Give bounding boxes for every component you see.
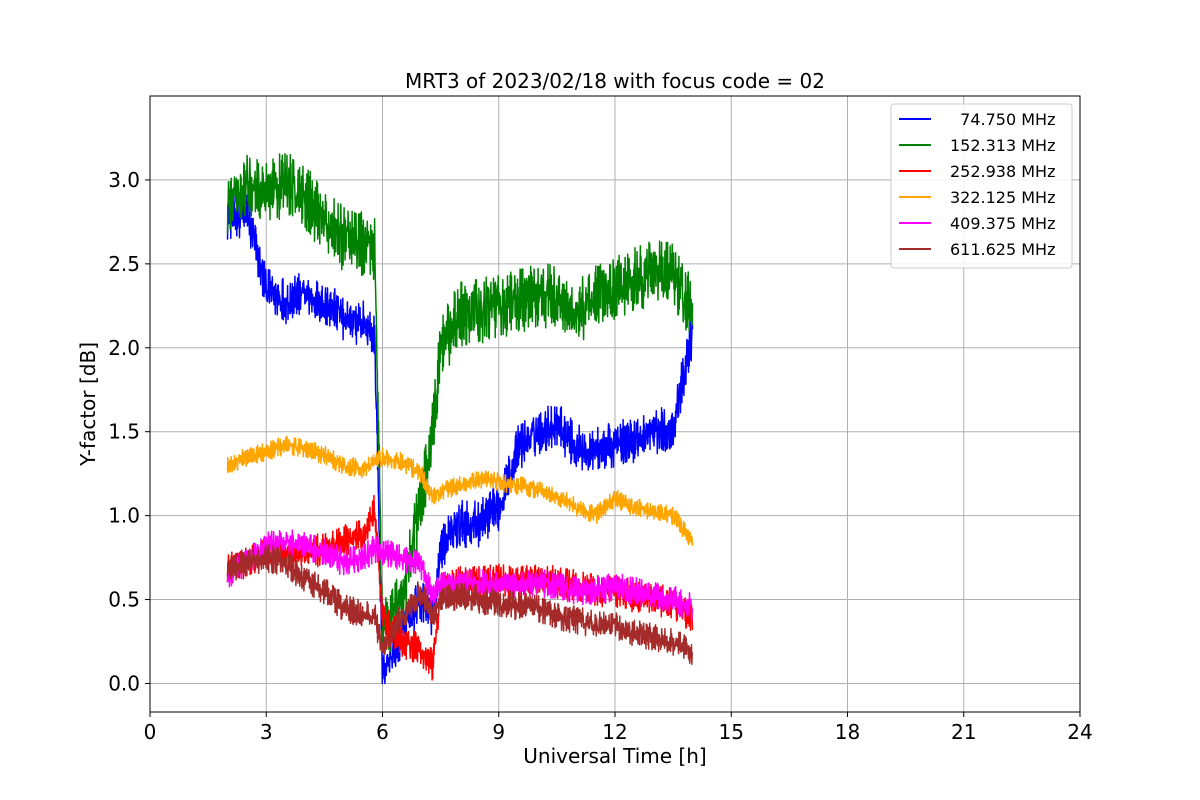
x-tick-label: 6: [376, 720, 389, 744]
y-tick-label: 1.0: [108, 504, 140, 528]
legend-box: [890, 103, 1073, 269]
series-layer: [226, 153, 694, 685]
legend-label: 152.313 MHz: [950, 136, 1055, 155]
legend-label: 409.375 MHz: [950, 214, 1055, 233]
y-tick-label: 2.0: [108, 336, 140, 360]
legend: 74.750 MHz 152.313 MHz 252.938 MHz 322.125 …: [890, 103, 1073, 269]
y-tick-label: 1.5: [108, 420, 140, 444]
chart-title: MRT3 of 2023/02/18 with focus code = 02: [405, 69, 825, 93]
series-line: [226, 435, 694, 547]
y-axis-label: Y-factor [dB]: [76, 342, 100, 467]
y-tick-label: 2.5: [108, 252, 140, 276]
x-tick-label: 18: [835, 720, 860, 744]
y-tick-label: 0.5: [108, 588, 140, 612]
x-tick-label: 9: [492, 720, 505, 744]
x-tick-label: 12: [602, 720, 627, 744]
legend-label: 322.125 MHz: [950, 188, 1055, 207]
x-tick-label: 0: [144, 720, 157, 744]
series-line: [226, 543, 694, 666]
x-tick-label: 24: [1067, 720, 1092, 744]
series-line: [226, 191, 694, 685]
series-line: [226, 529, 694, 622]
x-axis: 0 3 6 9 12 15 18 21 24: [144, 712, 1093, 744]
y-tick-label: 0.0: [108, 671, 140, 695]
legend-label: 74.750 MHz: [950, 110, 1055, 129]
x-tick-label: 3: [260, 720, 273, 744]
x-tick-label: 21: [951, 720, 976, 744]
series-line: [226, 153, 694, 653]
y-tick-label: 3.0: [108, 168, 140, 192]
legend-label: 252.938 MHz: [950, 162, 1055, 181]
y-axis: 0.0 0.5 1.0 1.5 2.0 2.5 3.0: [108, 168, 150, 695]
x-tick-label: 15: [719, 720, 744, 744]
legend-label: 611.625 MHz: [950, 240, 1055, 259]
x-axis-label: Universal Time [h]: [523, 744, 706, 768]
